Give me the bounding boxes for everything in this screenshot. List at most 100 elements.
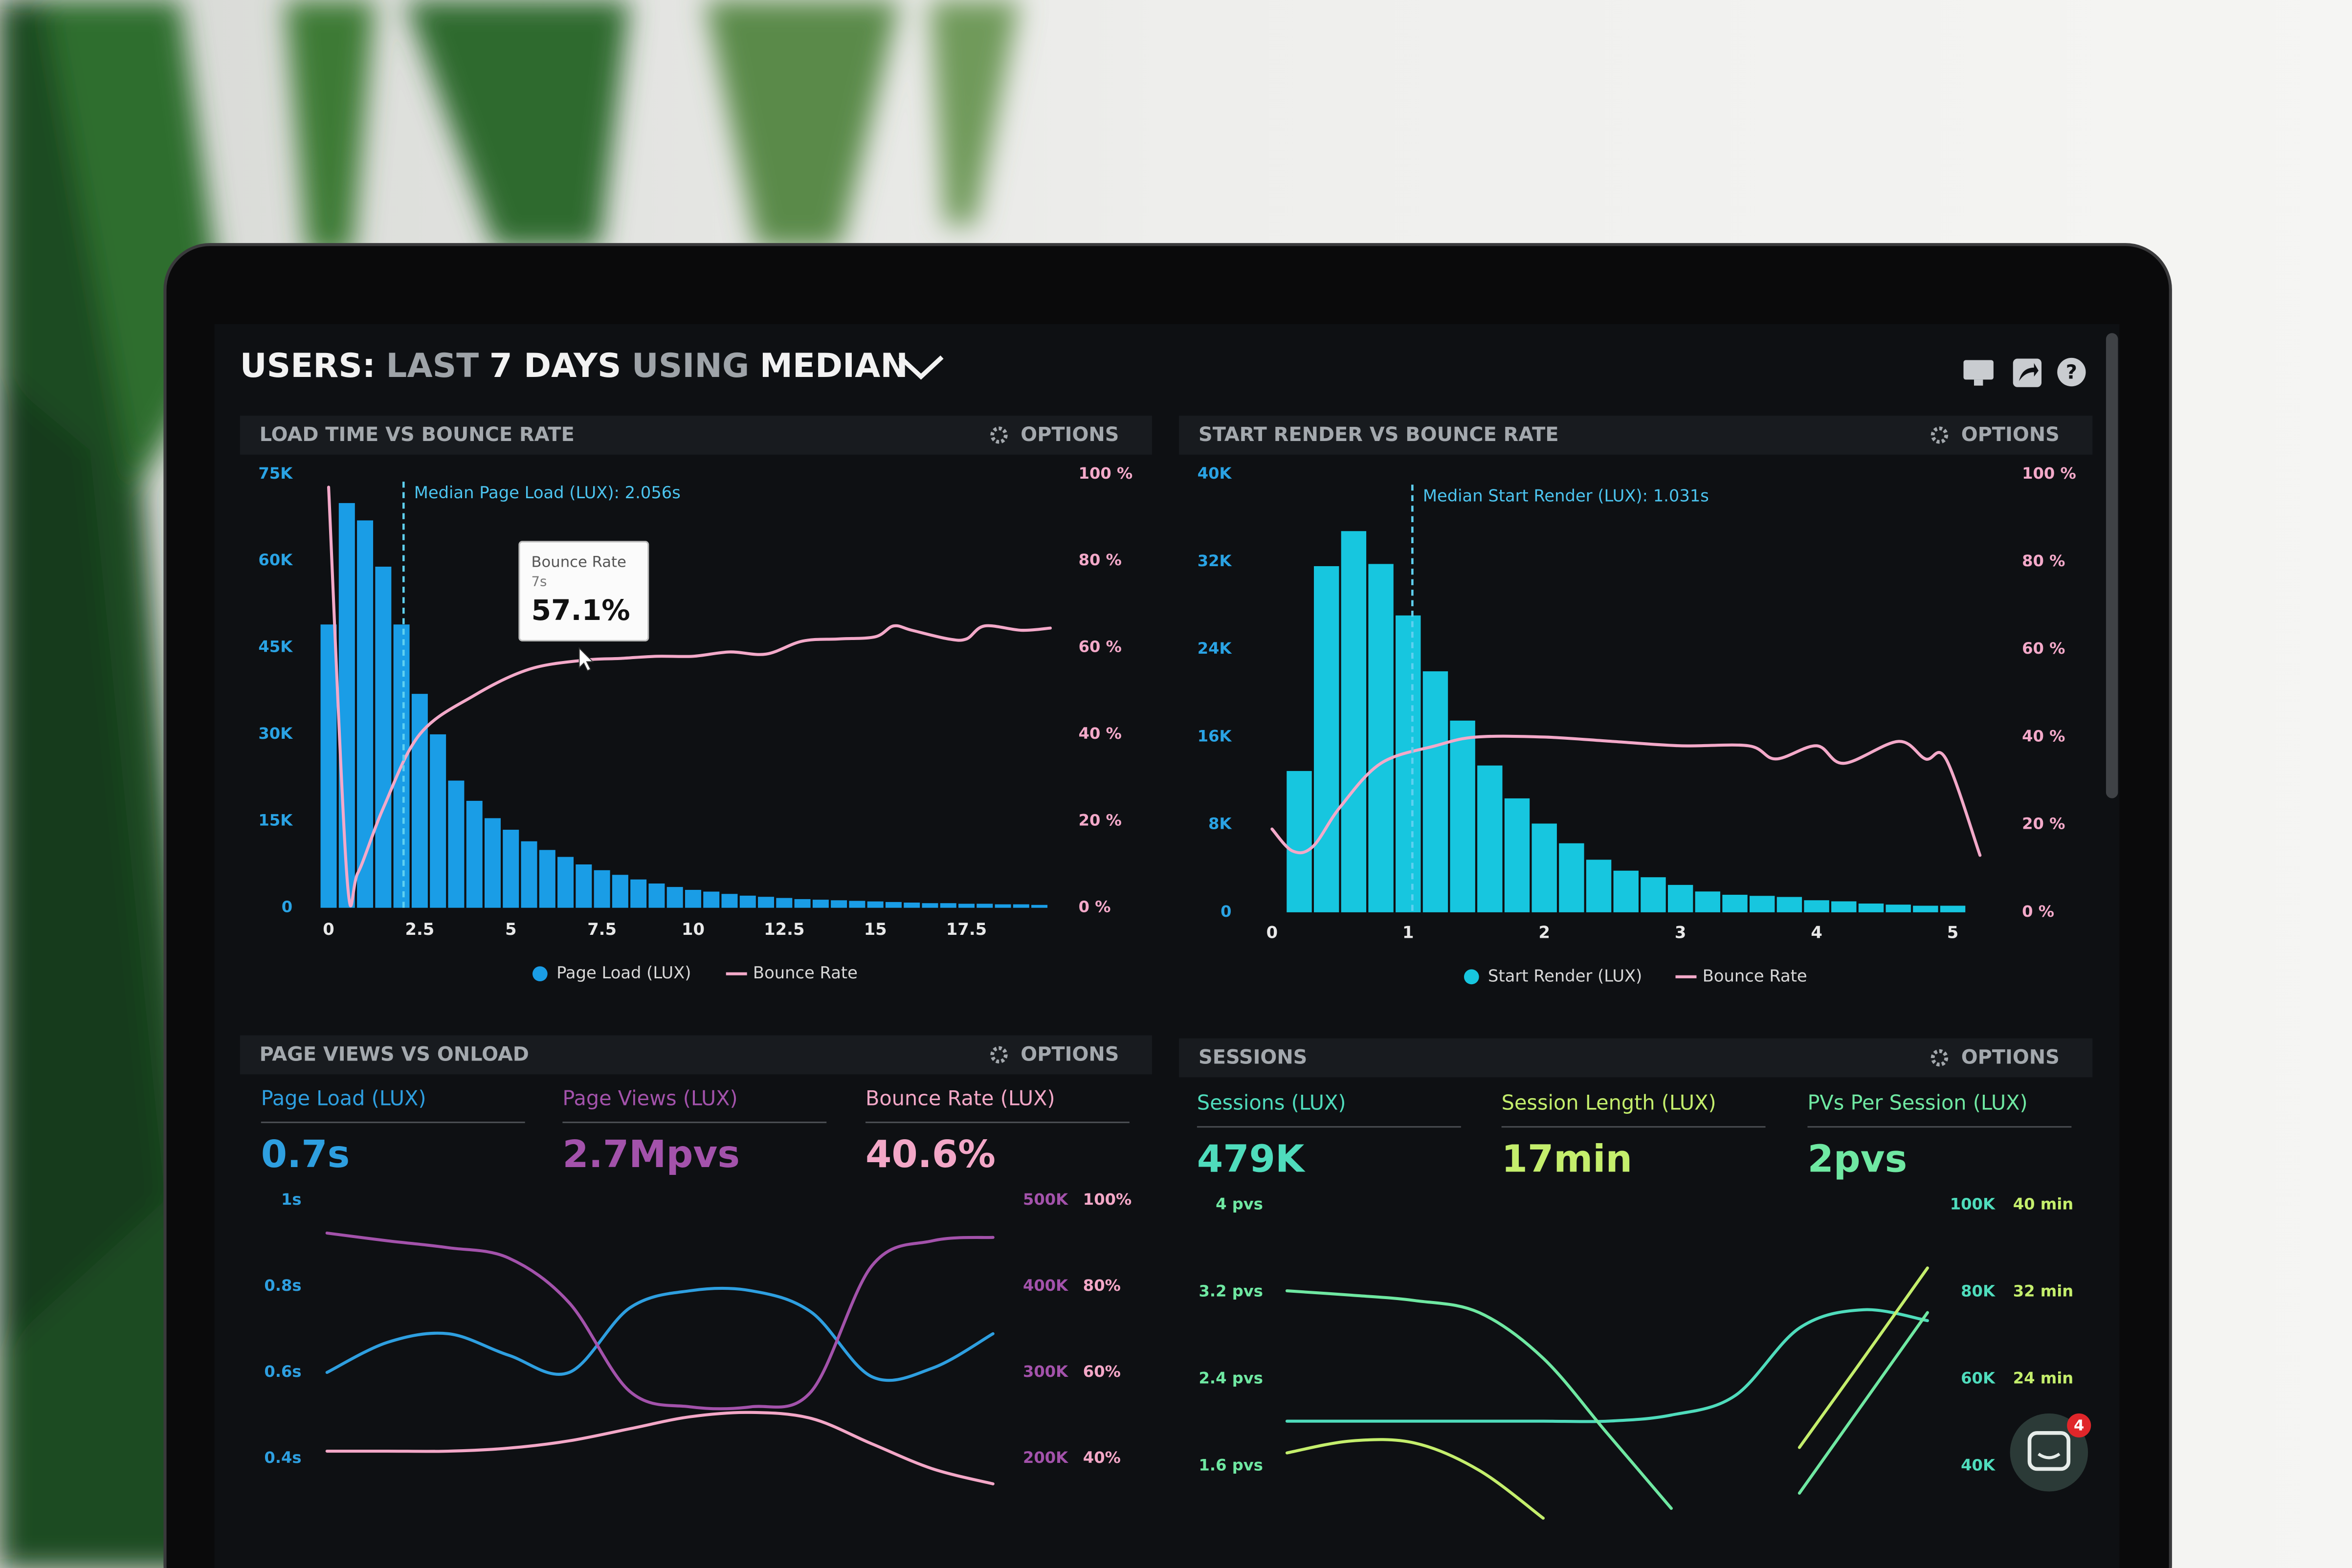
options-gear[interactable] xyxy=(990,426,1008,444)
y2-tick-label: 80K xyxy=(1961,1281,1996,1300)
histogram-bar xyxy=(1314,566,1339,912)
panel-header xyxy=(240,416,1152,455)
stat-value: 2.7Mpvs xyxy=(562,1133,740,1176)
tooltip-title: Bounce Rate xyxy=(531,553,626,571)
x-tick-label: 5 xyxy=(505,920,516,939)
y2-tick-label: 500K xyxy=(1023,1190,1068,1209)
options-gear[interactable] xyxy=(990,1046,1008,1064)
histogram-bar xyxy=(721,894,738,908)
y3-tick-label: 60% xyxy=(1083,1362,1121,1381)
y-tick-label: 8K xyxy=(1208,815,1232,833)
chat-badge: 4 xyxy=(2074,1417,2084,1434)
options-gear[interactable] xyxy=(1930,1049,1949,1067)
screen xyxy=(214,324,2120,1568)
svg-text:?: ? xyxy=(2066,361,2077,384)
histogram-bar xyxy=(521,841,537,908)
legend-label: Bounce Rate xyxy=(753,963,858,982)
y-tick-label: 0.8s xyxy=(264,1276,301,1295)
monitor-icon[interactable] xyxy=(1963,360,1994,386)
histogram-bar xyxy=(466,800,483,908)
histogram-bar xyxy=(849,901,865,908)
y3-tick-label: 40 min xyxy=(2013,1194,2074,1213)
stat-label: Sessions (LUX) xyxy=(1197,1091,1346,1115)
x-tick-label: 5 xyxy=(1947,923,1958,942)
histogram-bar xyxy=(338,503,355,908)
histogram-bar xyxy=(1886,905,1911,912)
median-label: Median Page Load (LUX): 2.056s xyxy=(414,483,681,502)
histogram-bar xyxy=(922,903,938,908)
options-button[interactable]: OPTIONS xyxy=(1961,1046,2060,1069)
y-tick-label: 3.2 pvs xyxy=(1198,1281,1263,1300)
y2-tick-label: 60 % xyxy=(2022,639,2065,658)
histogram-bar xyxy=(1031,905,1048,908)
histogram-bar xyxy=(958,904,975,908)
stat-label: Page Load (LUX) xyxy=(261,1086,426,1110)
x-tick-label: 4 xyxy=(1811,923,1822,942)
y-tick-label: 15K xyxy=(258,811,293,829)
stat-value: 2pvs xyxy=(1807,1137,1907,1181)
y-tick-label: 0 xyxy=(1220,902,1231,921)
y2-tick-label: 100 % xyxy=(1079,464,1133,483)
chart-panel: START RENDER VS BOUNCE RATE OPTIONS 0 8K 16K… xyxy=(1179,416,2093,985)
series-line xyxy=(1285,1308,1929,1423)
y2-tick-label: 40 % xyxy=(2022,727,2065,745)
stat-value: 40.6% xyxy=(865,1133,996,1176)
panel-title: LOAD TIME VS BOUNCE RATE xyxy=(260,423,575,446)
y-tick-label: 24K xyxy=(1198,639,1232,658)
histogram-bar xyxy=(885,902,902,908)
histogram-bar xyxy=(539,850,555,908)
histogram-bar xyxy=(867,901,884,908)
histogram-bar xyxy=(1531,823,1557,912)
y-tick-label: 2.4 pvs xyxy=(1198,1369,1263,1387)
y-tick-label: 40K xyxy=(1198,464,1232,483)
x-tick-label: 17.5 xyxy=(946,920,987,939)
title-part: USING xyxy=(632,346,749,384)
histogram-bar xyxy=(1804,900,1829,912)
options-button[interactable]: OPTIONS xyxy=(1021,423,1119,446)
histogram-bar xyxy=(794,899,811,908)
options-gear[interactable] xyxy=(1930,426,1949,444)
y2-tick-label: 80 % xyxy=(1079,551,1122,569)
options-button[interactable]: OPTIONS xyxy=(1961,423,2060,446)
histogram-bar xyxy=(1013,904,1029,908)
y2-tick-label: 400K xyxy=(1023,1276,1068,1295)
x-tick-label: 0 xyxy=(323,920,334,939)
panel-header xyxy=(1179,1038,2093,1078)
options-button[interactable]: OPTIONS xyxy=(1021,1043,1119,1065)
legend-label: Start Render (LUX) xyxy=(1488,966,1642,985)
chat-button[interactable] xyxy=(2010,1413,2091,1492)
histogram-bar xyxy=(940,903,956,908)
x-tick-label: 12.5 xyxy=(764,920,804,939)
y2-tick-label: 40K xyxy=(1961,1456,1996,1474)
stat-label: Page Views (LUX) xyxy=(562,1086,737,1110)
histogram-bar xyxy=(1858,903,1884,912)
y2-tick-label: 200K xyxy=(1023,1448,1068,1467)
series-line xyxy=(325,1286,995,1382)
y-tick-label: 0 xyxy=(282,898,292,916)
scrollbar[interactable] xyxy=(2106,333,2118,798)
y-tick-label: 1.6 pvs xyxy=(1198,1456,1263,1474)
series-line xyxy=(1285,1266,1929,1520)
chart-panel: LOAD TIME VS BOUNCE RATE OPTIONS 0 15K 30K 45… xyxy=(240,416,1152,982)
histogram-bar xyxy=(320,624,337,908)
help-icon[interactable]: ? xyxy=(2057,357,2086,387)
histogram-bar xyxy=(1396,615,1421,912)
histogram-bar xyxy=(1559,843,1584,912)
title-chevron[interactable] xyxy=(898,355,944,380)
x-tick-label: 7.5 xyxy=(587,920,617,939)
x-tick-label: 0 xyxy=(1266,923,1278,942)
stat-label: Session Length (LUX) xyxy=(1502,1091,1716,1115)
panel-title: START RENDER VS BOUNCE RATE xyxy=(1198,423,1559,446)
histogram-bar xyxy=(594,870,610,908)
share-icon[interactable] xyxy=(2013,358,2042,387)
median-label: Median Start Render (LUX): 1.031s xyxy=(1423,486,1709,505)
histogram-bar xyxy=(1368,564,1394,912)
histogram-bar xyxy=(976,904,993,908)
series-line xyxy=(325,1411,995,1485)
y3-tick-label: 80% xyxy=(1083,1276,1121,1295)
histogram-bar xyxy=(1831,901,1857,912)
y-tick-label: 32K xyxy=(1198,552,1232,570)
histogram-bar xyxy=(1586,860,1612,912)
